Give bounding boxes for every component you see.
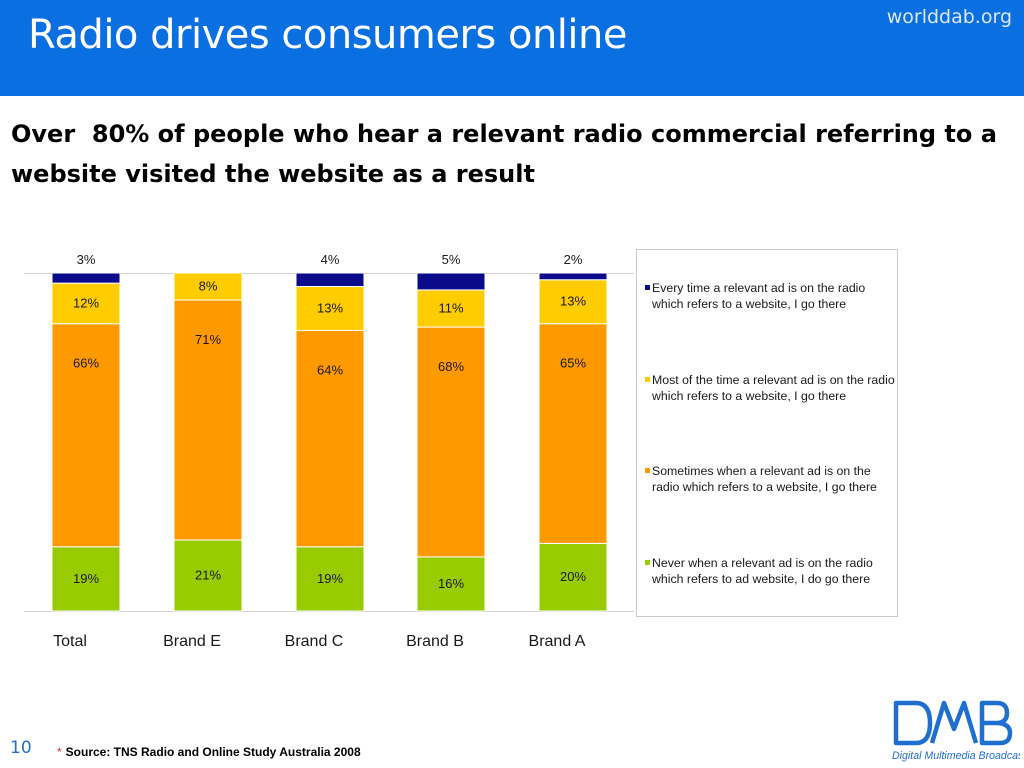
category-label-brand-e: Brand E [163, 633, 221, 650]
dmb-logo-mark [893, 700, 1013, 746]
legend-item-2: Sometimes when a relevant ad is on the r… [645, 463, 895, 495]
data-label-brand-c-series-0: 19% [317, 571, 343, 586]
category-label-total: Total [53, 633, 87, 650]
data-label-total-series-0: 19% [73, 571, 99, 586]
bar-brand-a-series-3 [538, 272, 608, 281]
data-label-brand-a-series-1: 65% [560, 356, 586, 371]
data-label-brand-a-series-3: 2% [564, 252, 583, 267]
legend-label: Most of the time a relevant ad is on the… [652, 373, 895, 403]
legend-swatch [645, 377, 650, 382]
category-axis: Total Brand E Brand C Brand B Brand A [53, 633, 586, 650]
bar-brand-b-series-1 [416, 326, 486, 558]
stacked-bar-chart: 19% 66% 12% 3% 21% 71% 8% 19% 64% 13% 4% 16% 68% 11% 5… [24, 252, 634, 650]
legend-item-1: Most of the time a relevant ad is on the… [645, 372, 895, 404]
data-label-brand-a-series-2: 13% [560, 294, 586, 309]
legend-item-3: Never when a relevant ad is on the radio… [645, 555, 895, 587]
bar-brand-c-series-3 [295, 272, 365, 288]
legend-swatch [645, 560, 650, 565]
legend-swatch [645, 468, 650, 473]
legend-label: Every time a relevant ad is on the radio… [652, 281, 866, 311]
bar-total-series-2 [51, 282, 121, 325]
bar-brand-a-series-1 [538, 323, 608, 544]
bar-total-series-3 [51, 272, 121, 284]
data-label-brand-c-series-1: 64% [317, 362, 343, 377]
chart-legend: Every time a relevant ad is on the radio… [636, 249, 898, 617]
slide-subtitle: Over 80% of people who hear a relevant r… [11, 120, 1006, 188]
bar-brand-c-series-0 [295, 546, 365, 612]
data-label-brand-e-series-1: 71% [195, 332, 221, 347]
source-marker: * [57, 745, 62, 759]
bar-brand-c-series-1 [295, 329, 365, 548]
legend-label: Never when a relevant ad is on the radio… [652, 556, 873, 586]
data-label-brand-b-series-1: 68% [438, 359, 464, 374]
data-label-total-series-2: 12% [73, 295, 99, 310]
data-labels-layer: 19% 66% 12% 3% 21% 71% 8% 19% 64% 13% 4% 16% 68% 11% 5… [73, 252, 586, 591]
legend-item-0: Every time a relevant ad is on the radio… [645, 280, 895, 312]
bar-brand-b-series-3 [416, 272, 486, 291]
data-label-total-series-1: 66% [73, 356, 99, 371]
site-url[interactable]: worlddab.org [886, 6, 1012, 28]
bar-brand-e-series-2 [173, 272, 243, 301]
bar-brand-c-series-2 [295, 286, 365, 331]
data-label-total-series-3: 3% [77, 252, 96, 267]
data-label-brand-b-series-0: 16% [438, 576, 464, 591]
dmb-logo: Digital Multimedia Broadcasting [892, 700, 1020, 762]
slide-title: Radio drives consumers online [28, 12, 628, 58]
data-label-brand-b-series-3: 5% [442, 252, 461, 267]
legend-swatch [645, 285, 650, 290]
data-label-brand-a-series-0: 20% [560, 569, 586, 584]
data-label-brand-e-series-0: 21% [195, 568, 221, 583]
data-label-brand-c-series-2: 13% [317, 300, 343, 315]
bar-total-series-0 [51, 546, 121, 612]
data-label-brand-b-series-2: 11% [438, 300, 463, 315]
dmb-tagline: Digital Multimedia Broadcasting [892, 750, 1020, 762]
bar-brand-e-series-0 [173, 539, 243, 612]
bar-brand-e-series-1 [173, 299, 243, 541]
bar-brand-a-series-0 [538, 542, 608, 612]
legend-label: Sometimes when a relevant ad is on the r… [652, 464, 877, 494]
header-bar: Radio drives consumers online worlddab.o… [0, 0, 1024, 96]
bar-brand-a-series-2 [538, 279, 608, 325]
data-label-brand-c-series-3: 4% [321, 252, 340, 267]
bars-layer [51, 272, 608, 612]
category-label-brand-b: Brand B [406, 633, 464, 650]
page-number: 10 [10, 738, 32, 758]
category-label-brand-c: Brand C [285, 633, 344, 650]
data-label-brand-e-series-2: 8% [199, 279, 218, 294]
source-note: * Source: TNS Radio and Online Study Aust… [57, 745, 361, 759]
category-label-brand-a: Brand A [529, 633, 586, 650]
bar-brand-b-series-2 [416, 289, 486, 328]
source-text: Source: TNS Radio and Online Study Austr… [65, 745, 361, 759]
